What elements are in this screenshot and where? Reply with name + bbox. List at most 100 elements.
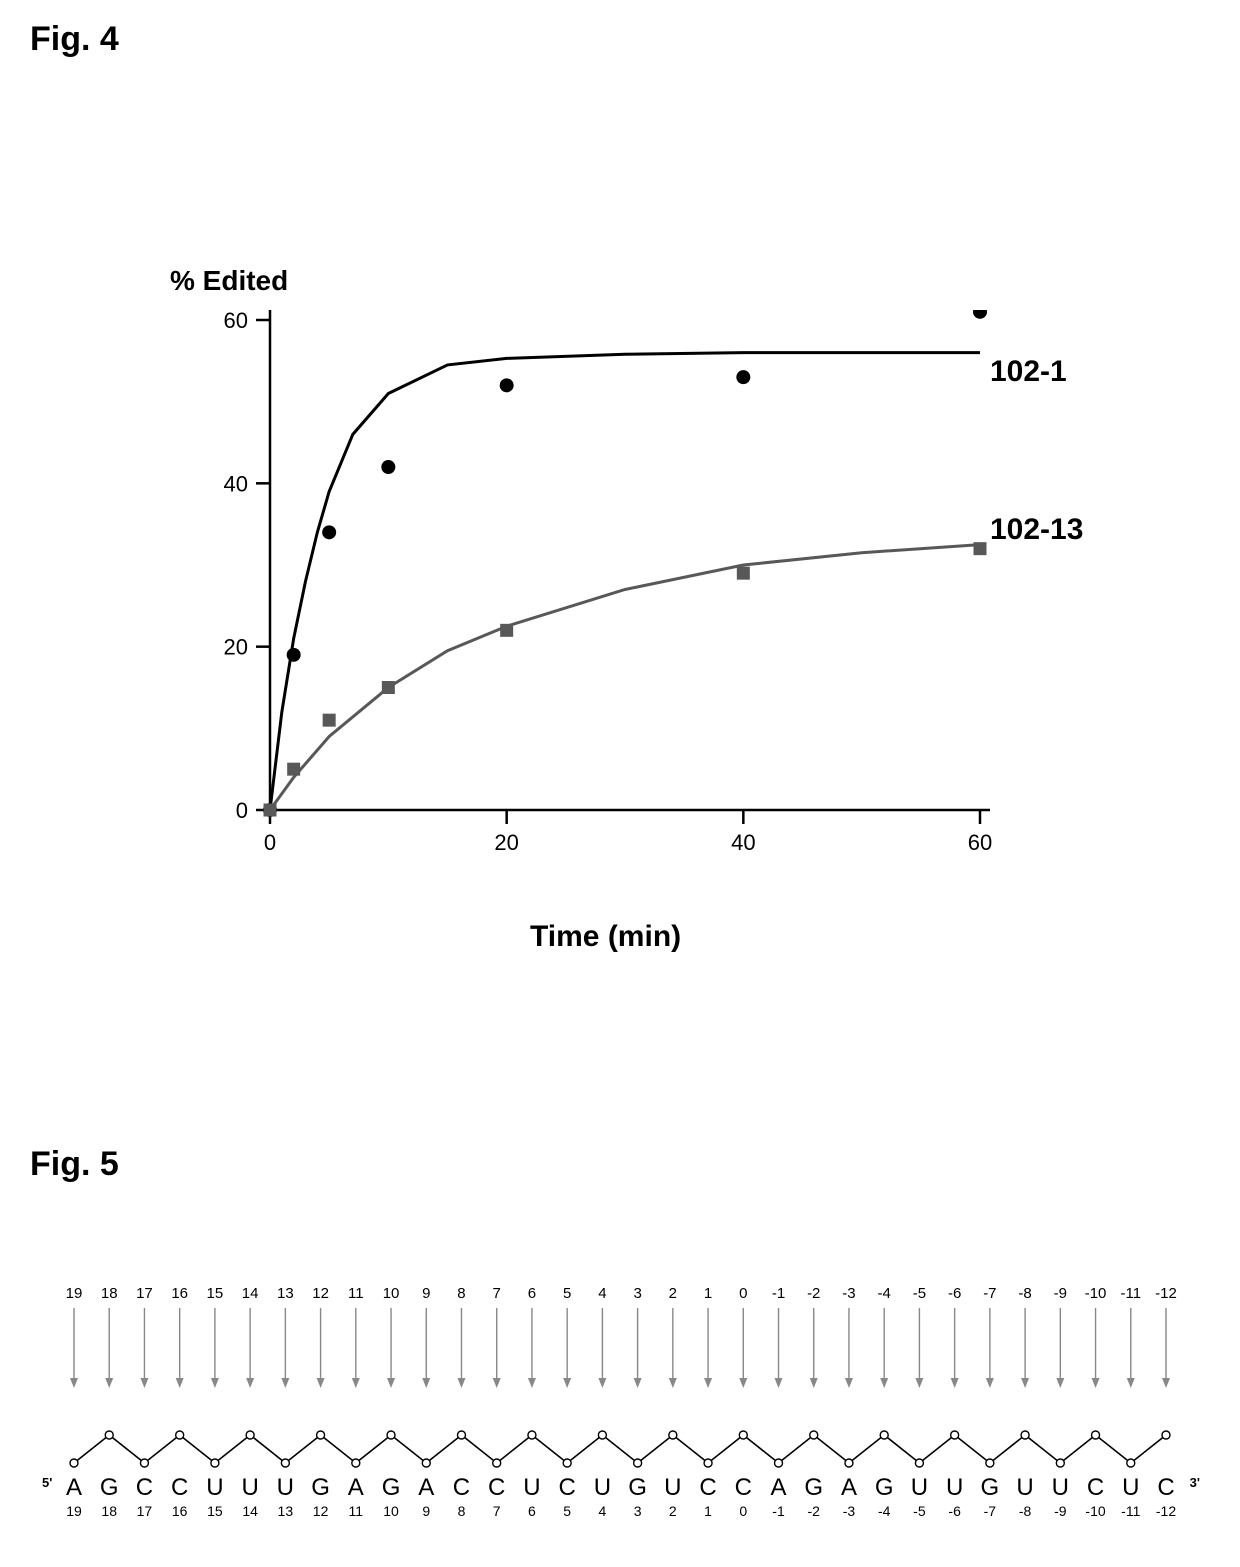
position-index-top: 9	[408, 1285, 444, 1302]
position-index-top: 6	[514, 1285, 550, 1302]
position-index-top: 17	[126, 1285, 162, 1302]
position-index-bottom: 8	[443, 1503, 479, 1519]
position-index-top: -2	[796, 1285, 832, 1302]
position-index-top: 4	[584, 1285, 620, 1302]
sequence-letter: A	[56, 1474, 92, 1502]
sequence-letter: U	[937, 1474, 973, 1502]
position-index-top: 14	[232, 1285, 268, 1302]
sequence-letter: C	[162, 1474, 198, 1502]
position-index-bottom: -8	[1007, 1503, 1043, 1519]
sequence-letter: U	[267, 1474, 303, 1502]
position-index-top: -11	[1113, 1285, 1149, 1302]
position-index-top: 16	[162, 1285, 198, 1302]
series-label-2: 102-13	[990, 513, 1083, 547]
series-label-1: 102-1	[990, 355, 1067, 389]
sequence-letter: U	[1113, 1474, 1149, 1502]
position-index-bottom: 11	[338, 1503, 374, 1519]
position-index-top: -5	[901, 1285, 937, 1302]
sequence-letter: C	[479, 1474, 515, 1502]
sequence-letter: C	[725, 1474, 761, 1502]
position-index-top: -12	[1148, 1285, 1184, 1302]
position-index-bottom: 17	[126, 1503, 162, 1519]
svg-text:40: 40	[224, 471, 248, 496]
position-index-top: 18	[91, 1285, 127, 1302]
fig5-label: Fig. 5	[30, 1145, 119, 1184]
svg-text:20: 20	[224, 635, 248, 660]
position-index-top: -9	[1042, 1285, 1078, 1302]
position-index-bottom: 1	[690, 1503, 726, 1519]
sequence-letter: C	[443, 1474, 479, 1502]
sequence-letter: U	[1042, 1474, 1078, 1502]
sequence-letter: A	[408, 1474, 444, 1502]
sequence-letter: U	[1007, 1474, 1043, 1502]
position-index-top: 12	[303, 1285, 339, 1302]
position-index-bottom: 9	[408, 1503, 444, 1519]
position-index-bottom: -4	[866, 1503, 902, 1519]
svg-text:60: 60	[224, 310, 248, 333]
sequence-letter: U	[197, 1474, 233, 1502]
sequence-letter: U	[232, 1474, 268, 1502]
position-index-bottom: 14	[232, 1503, 268, 1519]
position-index-bottom: -9	[1042, 1503, 1078, 1519]
position-index-bottom: 18	[91, 1503, 127, 1519]
sequence-letter: C	[126, 1474, 162, 1502]
sequence-letter: G	[303, 1474, 339, 1502]
position-index-bottom: 12	[303, 1503, 339, 1519]
sequence-letter: A	[761, 1474, 797, 1502]
position-index-bottom: 7	[479, 1503, 515, 1519]
position-index-top: 8	[443, 1285, 479, 1302]
position-index-top: 19	[56, 1285, 92, 1302]
chart-container: % Edited 02040600204060 Time (min) 102-1…	[160, 280, 1100, 900]
position-index-top: 3	[620, 1285, 656, 1302]
sequence-letter: G	[796, 1474, 832, 1502]
sequence-letter: U	[584, 1474, 620, 1502]
sequence-letter: G	[866, 1474, 902, 1502]
position-index-top: 1	[690, 1285, 726, 1302]
sequence-letter: C	[1078, 1474, 1114, 1502]
position-index-top: -8	[1007, 1285, 1043, 1302]
chart-xlabel: Time (min)	[530, 920, 681, 954]
svg-text:0: 0	[264, 830, 276, 855]
position-index-bottom: 10	[373, 1503, 409, 1519]
position-index-bottom: -11	[1113, 1503, 1149, 1519]
position-index-top: -1	[761, 1285, 797, 1302]
position-index-bottom: 2	[655, 1503, 691, 1519]
sequence-letter: C	[1148, 1474, 1184, 1502]
sequence-letter: G	[373, 1474, 409, 1502]
svg-text:0: 0	[236, 798, 248, 823]
sequence-letter: U	[655, 1474, 691, 1502]
position-index-bottom: 15	[197, 1503, 233, 1519]
sequence-letter: U	[901, 1474, 937, 1502]
fig4-label: Fig. 4	[30, 20, 119, 59]
position-index-bottom: 16	[162, 1503, 198, 1519]
position-index-bottom: 5	[549, 1503, 585, 1519]
position-index-bottom: 6	[514, 1503, 550, 1519]
svg-text:40: 40	[731, 830, 755, 855]
position-index-top: 10	[373, 1285, 409, 1302]
sequence-letter: A	[338, 1474, 374, 1502]
sequence-letter: C	[690, 1474, 726, 1502]
position-index-top: 7	[479, 1285, 515, 1302]
sequence-letter: G	[620, 1474, 656, 1502]
position-index-top: -4	[866, 1285, 902, 1302]
position-index-bottom: 13	[267, 1503, 303, 1519]
position-index-bottom: 0	[725, 1503, 761, 1519]
sequence-letter: G	[91, 1474, 127, 1502]
position-index-top: -3	[831, 1285, 867, 1302]
position-index-bottom: -6	[937, 1503, 973, 1519]
position-index-top: -6	[937, 1285, 973, 1302]
position-index-top: 5	[549, 1285, 585, 1302]
position-index-bottom: -3	[831, 1503, 867, 1519]
svg-text:60: 60	[968, 830, 992, 855]
position-index-bottom: -12	[1148, 1503, 1184, 1519]
sequence-letter: C	[549, 1474, 585, 1502]
position-index-bottom: 19	[56, 1503, 92, 1519]
svg-text:20: 20	[494, 830, 518, 855]
sequence-letter: U	[514, 1474, 550, 1502]
position-index-top: 11	[338, 1285, 374, 1302]
chart-ylabel: % Edited	[170, 265, 288, 297]
position-index-top: 15	[197, 1285, 233, 1302]
chart-svg: 0 20 40 60 0 20 40 60	[160, 310, 1100, 880]
position-index-bottom: -7	[972, 1503, 1008, 1519]
position-index-bottom: 4	[584, 1503, 620, 1519]
